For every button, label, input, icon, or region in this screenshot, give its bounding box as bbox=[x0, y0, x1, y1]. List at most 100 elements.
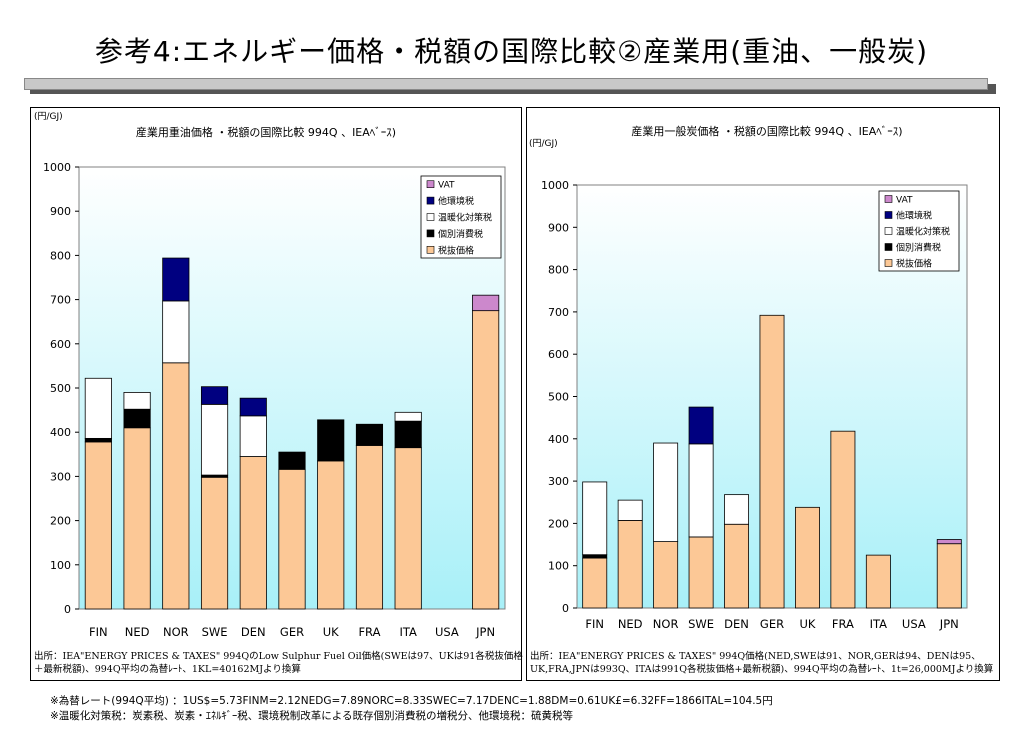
legend-label: 温暖化対策税 bbox=[438, 212, 492, 224]
bar-segment-nor bbox=[162, 257, 190, 302]
y-tick-label: 600 bbox=[548, 348, 569, 361]
legend-label: 温暖化対策税 bbox=[896, 226, 950, 238]
category-label: JPN bbox=[939, 617, 959, 631]
bar-segment-nor bbox=[162, 362, 190, 610]
bar-segment-ita bbox=[394, 411, 422, 422]
category-label: UK bbox=[799, 617, 815, 631]
legend-label: 他環境税 bbox=[896, 210, 932, 222]
category-label: USA bbox=[902, 617, 926, 631]
bar-segment-ned bbox=[123, 408, 151, 429]
legend-label: 税抜価格 bbox=[896, 258, 932, 270]
bar-segment-ita bbox=[394, 420, 422, 449]
bar-segment-den bbox=[239, 397, 267, 417]
bar-segment-fin bbox=[84, 437, 112, 443]
bar-segment-fra bbox=[355, 423, 384, 446]
legend-swatch bbox=[884, 259, 893, 267]
bar-segment-jpn bbox=[936, 539, 962, 545]
bar-segment-ned bbox=[617, 499, 643, 521]
bar-segment-ger bbox=[278, 451, 306, 470]
y-tick-label: 200 bbox=[50, 515, 71, 528]
bar-segment-fin bbox=[582, 554, 608, 559]
exchange-rate-note: ※為替レート(994Q平均) ：1US$=5.73FINM=2.12NEDG=7… bbox=[50, 695, 773, 707]
y-tick-label: 0 bbox=[64, 603, 71, 616]
y-tick-label: 100 bbox=[50, 559, 71, 572]
bar-segment-ita bbox=[865, 554, 891, 609]
bar-segment-swe bbox=[688, 536, 714, 609]
bar-segment-swe bbox=[200, 386, 229, 405]
bar-segment-ger bbox=[759, 314, 785, 609]
y-tick-label: 700 bbox=[50, 294, 71, 307]
footnotes: ※為替レート(994Q平均) ：1US$=5.73FINM=2.12NEDG=7… bbox=[50, 694, 773, 724]
bar-segment-uk bbox=[317, 419, 345, 462]
chart-title: 産業用重油価格 ・税額の国際比較 994Q 、IEAﾍﾞｰｽ) bbox=[136, 125, 396, 139]
y-tick-label: 0 bbox=[562, 602, 569, 615]
y-tick-label: 1000 bbox=[541, 179, 569, 192]
bar-segment-fin bbox=[582, 557, 608, 609]
legend-swatch bbox=[884, 195, 893, 203]
legend-swatch bbox=[884, 211, 893, 219]
category-label: FIN bbox=[585, 617, 604, 631]
bar-segment-fra bbox=[355, 445, 384, 610]
bar-segment-swe bbox=[200, 476, 229, 610]
y-tick-label: 1000 bbox=[43, 161, 71, 174]
legend-label: 税抜価格 bbox=[438, 244, 474, 256]
category-label: JPN bbox=[475, 625, 495, 639]
fuel-oil-chart-panel: 産業用重油価格 ・税額の国際比較 994Q 、IEAﾍﾞｰｽ) (円/GJ) 0 10… bbox=[30, 107, 523, 681]
bar-segment-nor bbox=[653, 442, 679, 542]
bar-segment-swe bbox=[688, 406, 714, 445]
y-tick-label: 400 bbox=[50, 426, 71, 439]
fuel-oil-chart: 産業用重油価格 ・税額の国際比較 994Q 、IEAﾍﾞｰｽ) (円/GJ) 0 10… bbox=[34, 111, 506, 639]
bar-segment-ned bbox=[123, 427, 151, 610]
bar-segment-fra bbox=[830, 430, 856, 609]
legend-label: VAT bbox=[438, 181, 455, 191]
category-label: ITA bbox=[399, 625, 417, 639]
legend-swatch bbox=[426, 180, 435, 188]
y-tick-label: 900 bbox=[50, 205, 71, 218]
bar-segment-jpn bbox=[936, 543, 962, 609]
category-label: FRA bbox=[832, 617, 854, 631]
page-title: 参考4:エネルギー価格・税額の国際比較②産業用(重油、一般炭) bbox=[94, 35, 929, 68]
category-label: NOR bbox=[653, 617, 679, 631]
y-tick-label: 200 bbox=[548, 517, 569, 530]
bar-segment-swe bbox=[688, 443, 714, 538]
category-label: FIN bbox=[89, 625, 108, 639]
y-tick-label: 800 bbox=[548, 264, 569, 277]
y-tick-label: 900 bbox=[548, 221, 569, 234]
y-tick-label: 600 bbox=[50, 338, 71, 351]
legend-swatch bbox=[426, 196, 435, 205]
category-label: USA bbox=[435, 625, 459, 639]
category-label: DEN bbox=[724, 617, 749, 631]
legend-swatch bbox=[884, 227, 893, 235]
category-label: SWE bbox=[202, 625, 228, 639]
bar-segment-fin bbox=[582, 481, 608, 556]
bar-segment-den bbox=[724, 523, 749, 609]
bar-segment-den bbox=[724, 494, 749, 525]
category-label: NED bbox=[125, 625, 150, 639]
title-underline-bar bbox=[24, 78, 988, 90]
coal-chart-panel: 産業用一般炭価格 ・税額の国際比較 994Q 、IEAﾍﾞｰｽ) (円/GJ) 0 1… bbox=[526, 107, 1000, 681]
bar-segment-den bbox=[239, 456, 267, 610]
bar-segment-ned bbox=[123, 392, 151, 410]
legend-label: 個別消費税 bbox=[438, 228, 483, 240]
legend-swatch bbox=[426, 246, 435, 254]
category-label: NOR bbox=[163, 625, 189, 639]
legend-label: 個別消費税 bbox=[896, 242, 941, 254]
bar-segment-jpn bbox=[472, 294, 500, 312]
y-tick-label: 700 bbox=[548, 306, 569, 319]
y-tick-label: 100 bbox=[548, 560, 569, 573]
category-label: DEN bbox=[241, 625, 266, 639]
bar-segment-jpn bbox=[472, 310, 500, 610]
legend-label: VAT bbox=[896, 196, 913, 206]
coal-chart: 産業用一般炭価格 ・税額の国際比較 994Q 、IEAﾍﾞｰｽ) (円/GJ) 0 1… bbox=[529, 124, 968, 631]
bar-segment-ita bbox=[394, 447, 422, 610]
y-tick-label: 300 bbox=[548, 475, 569, 488]
bar-segment-den bbox=[239, 415, 267, 457]
fuel-oil-source-note: 出所：IEA"ENERGY PRICES & TAXES" 994QのLow S… bbox=[34, 651, 523, 675]
legend-box bbox=[878, 190, 960, 272]
category-label: GER bbox=[280, 625, 304, 639]
legend-swatch bbox=[426, 229, 435, 238]
tax-definition-note: ※温暖化対策税：炭素税、炭素・ｴﾈﾙｷﾞｰ税、環境税制改革による既存個別消費税の… bbox=[50, 710, 573, 722]
legend-swatch bbox=[884, 243, 893, 251]
y-tick-label: 800 bbox=[50, 249, 71, 262]
bar-segment-uk bbox=[794, 506, 820, 609]
